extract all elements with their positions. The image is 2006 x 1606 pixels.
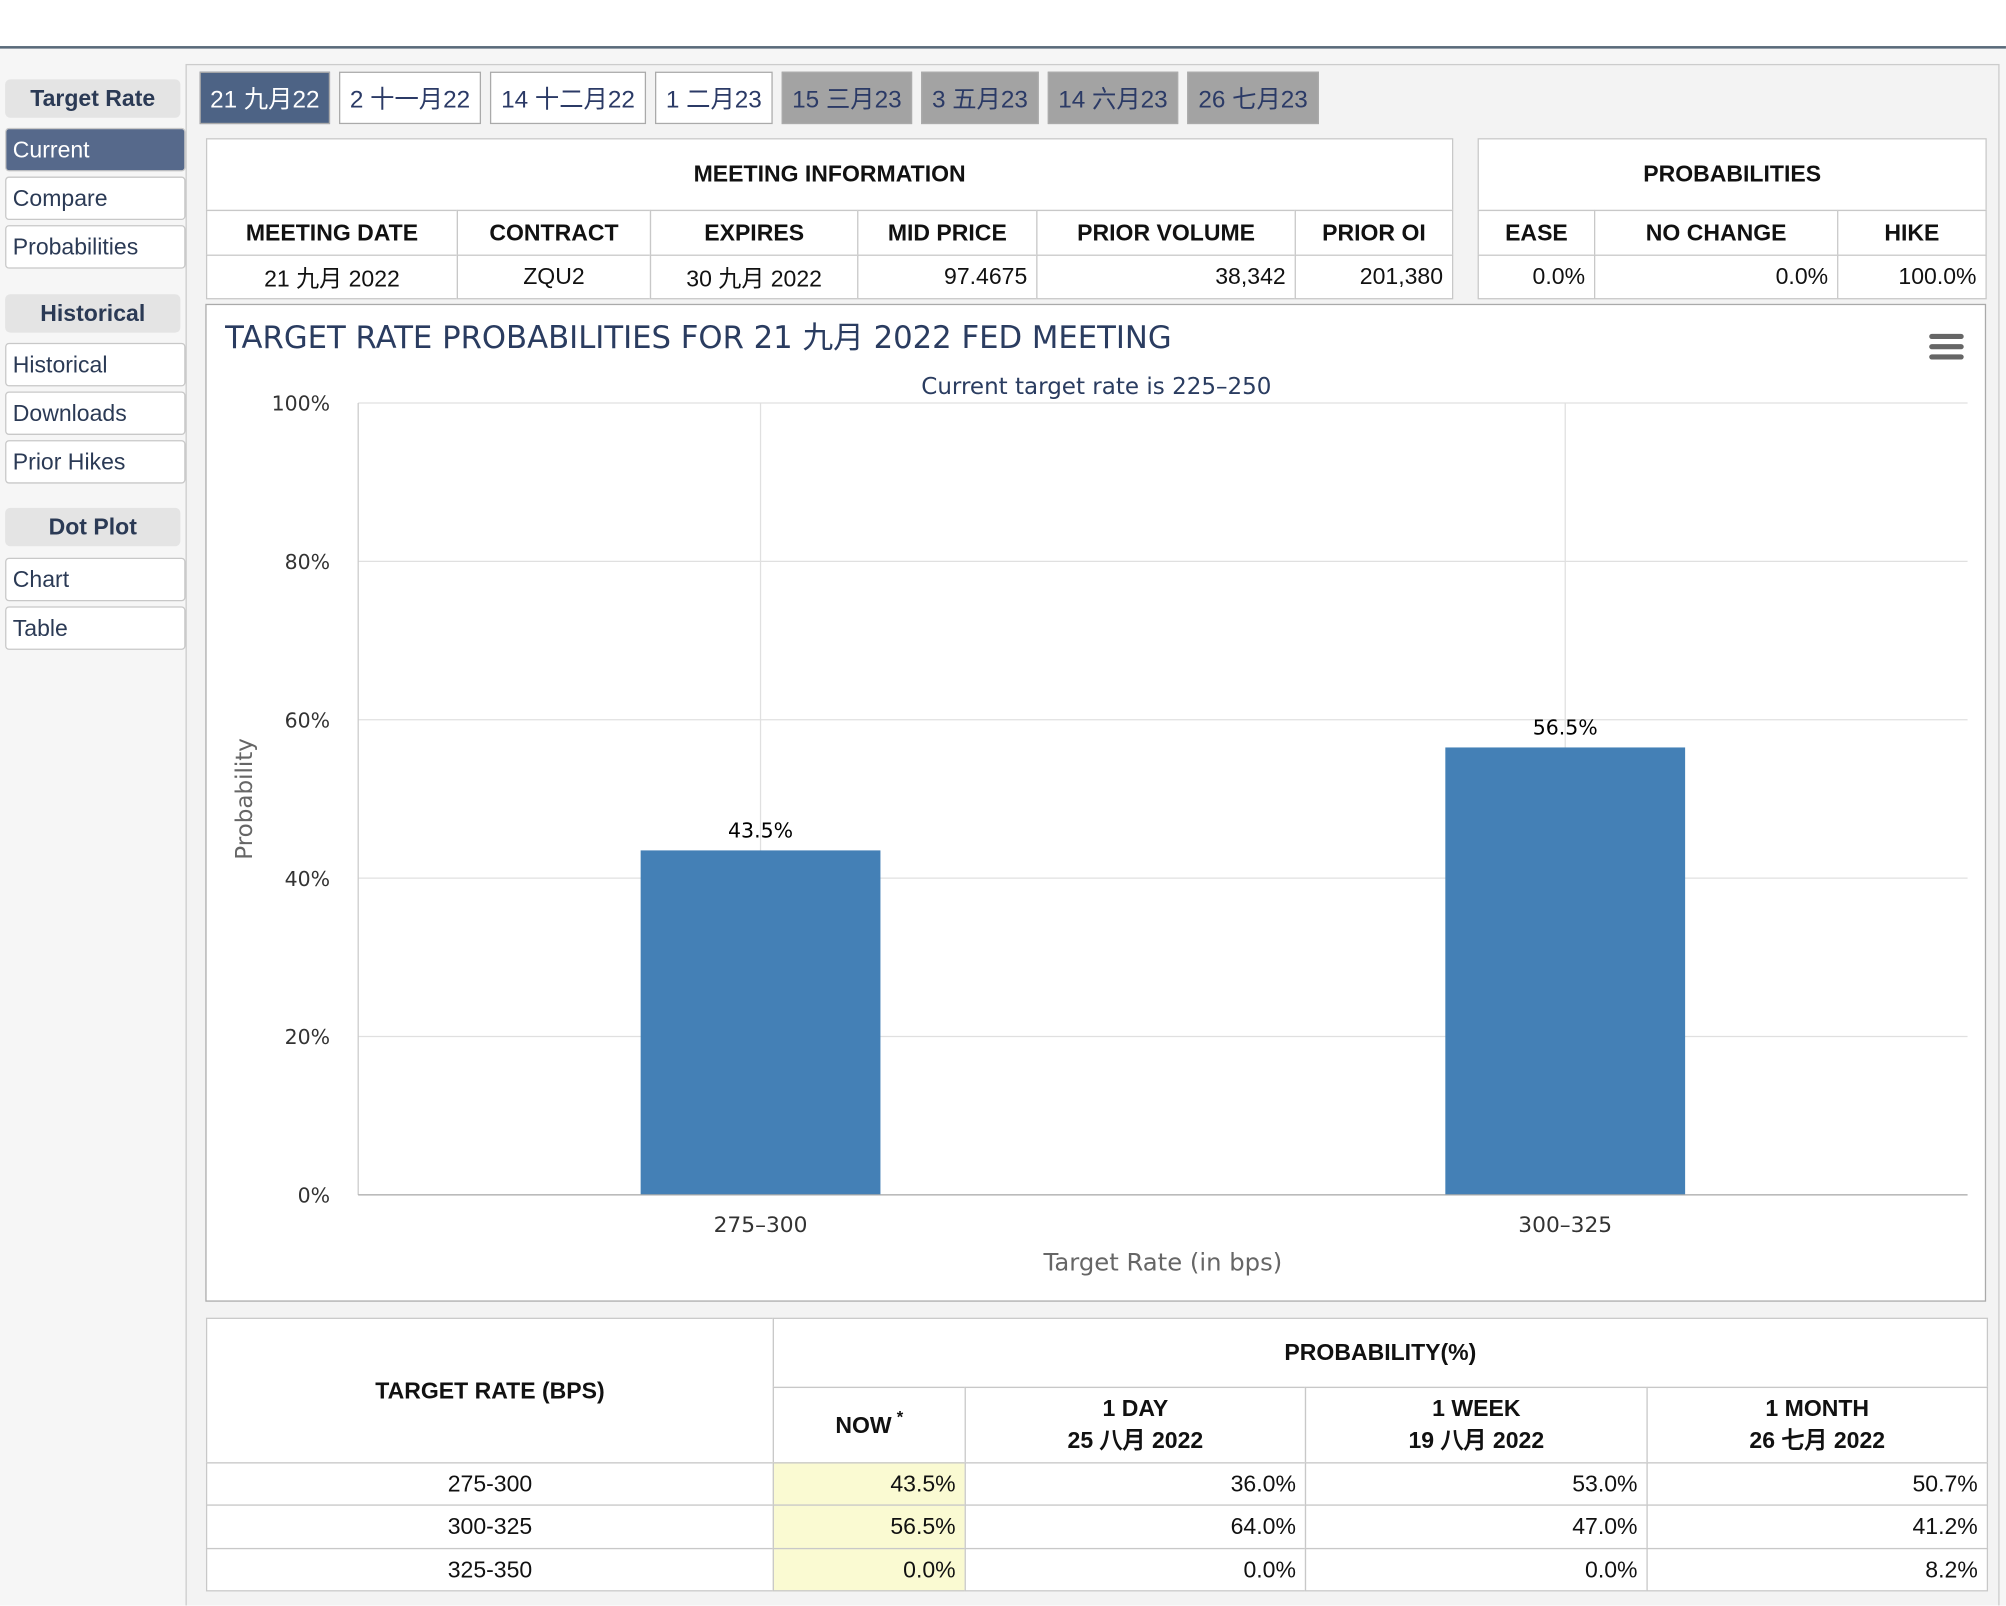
table-cell: 0.0%	[1304, 1547, 1648, 1592]
table-cell: 0.0%	[964, 1547, 1307, 1592]
sidebar-item[interactable]: Table	[5, 606, 186, 650]
column-header: EASE	[1477, 209, 1596, 256]
column-label: 1 WEEK	[1432, 1395, 1521, 1421]
table-cell: 300-325	[205, 1504, 774, 1550]
sidebar-header: Target Rate	[5, 79, 181, 118]
table-cell: 97.4675	[857, 254, 1038, 300]
table-cell: 64.0%	[964, 1504, 1307, 1550]
column-date: 25 八月 2022	[1067, 1427, 1204, 1453]
column-header: 1 DAY 25 八月 2022	[964, 1386, 1307, 1464]
table-cell: 38,342	[1036, 254, 1296, 300]
column-label: 1 MONTH	[1765, 1395, 1870, 1421]
tab[interactable]: 14 六月23	[1047, 71, 1179, 125]
top-bar	[0, 0, 2006, 49]
table-title: PROBABILITIES	[1477, 138, 1987, 212]
table-cell: 36.0%	[964, 1462, 1307, 1506]
table-cell: ZQU2	[456, 254, 652, 300]
tab[interactable]: 21 九月22	[199, 71, 331, 125]
column-header: TARGET RATE (BPS)	[205, 1317, 774, 1464]
sidebar-item[interactable]: Probabilities	[5, 225, 186, 269]
table-cell: 0.0%	[1594, 254, 1839, 300]
table-cell: 56.5%	[772, 1504, 966, 1550]
table-cell: 47.0%	[1304, 1504, 1648, 1550]
column-header: 1 MONTH 26 七月 2022	[1646, 1386, 1989, 1464]
sidebar-item[interactable]: Prior Hikes	[5, 440, 186, 484]
sidebar-item[interactable]: Downloads	[5, 391, 186, 435]
tab[interactable]: 26 七月23	[1187, 71, 1319, 125]
column-header: PRIOR VOLUME	[1036, 209, 1296, 256]
footnote-mark: *	[896, 1406, 904, 1426]
table-cell: 325-350	[205, 1547, 774, 1592]
sidebar-item[interactable]: Current	[5, 127, 186, 172]
column-header: NO CHANGE	[1594, 209, 1839, 256]
column-header: MEETING DATE	[205, 209, 458, 256]
column-header: 1 WEEK 19 八月 2022	[1304, 1386, 1648, 1464]
tab[interactable]: 1 二月23	[655, 71, 773, 125]
column-header: NOW *	[772, 1386, 966, 1464]
column-label: NOW *	[835, 1406, 904, 1438]
sidebar-header: Historical	[5, 294, 181, 333]
table-cell: 41.2%	[1646, 1504, 1989, 1550]
column-header: PROBABILITY(%)	[772, 1317, 1989, 1389]
column-header: MID PRICE	[857, 209, 1038, 256]
tab[interactable]: 15 三月23	[781, 71, 913, 125]
table-cell: 0.0%	[772, 1547, 966, 1592]
table-cell: 8.2%	[1646, 1547, 1989, 1592]
tab[interactable]: 3 五月23	[921, 71, 1039, 125]
table-cell: 0.0%	[1477, 254, 1596, 300]
column-date: 19 八月 2022	[1408, 1427, 1545, 1453]
column-header: HIKE	[1837, 209, 1987, 256]
table-cell: 53.0%	[1304, 1462, 1648, 1506]
table-cell: 43.5%	[772, 1462, 966, 1506]
table-cell: 21 九月 2022	[205, 254, 458, 300]
tab[interactable]: 2 十一月22	[339, 71, 482, 125]
column-header: EXPIRES	[649, 209, 859, 256]
table-title: MEETING INFORMATION	[205, 138, 1454, 212]
tab[interactable]: 14 十二月22	[489, 71, 647, 125]
sidebar-item[interactable]: Historical	[5, 342, 186, 387]
column-date: 26 七月 2022	[1749, 1427, 1886, 1453]
sidebar-header: Dot Plot	[5, 507, 181, 547]
table-cell: 30 九月 2022	[649, 254, 859, 300]
column-header: CONTRACT	[456, 209, 652, 256]
column-label: 1 DAY	[1102, 1395, 1169, 1421]
table-cell: 100.0%	[1837, 254, 1987, 300]
column-header: PRIOR OI	[1294, 209, 1454, 256]
sidebar-item[interactable]: Chart	[5, 557, 186, 602]
table-cell: 201,380	[1294, 254, 1454, 300]
sidebar-item[interactable]: Compare	[5, 176, 186, 221]
table-cell: 275-300	[205, 1462, 774, 1506]
table-cell: 50.7%	[1646, 1462, 1989, 1506]
